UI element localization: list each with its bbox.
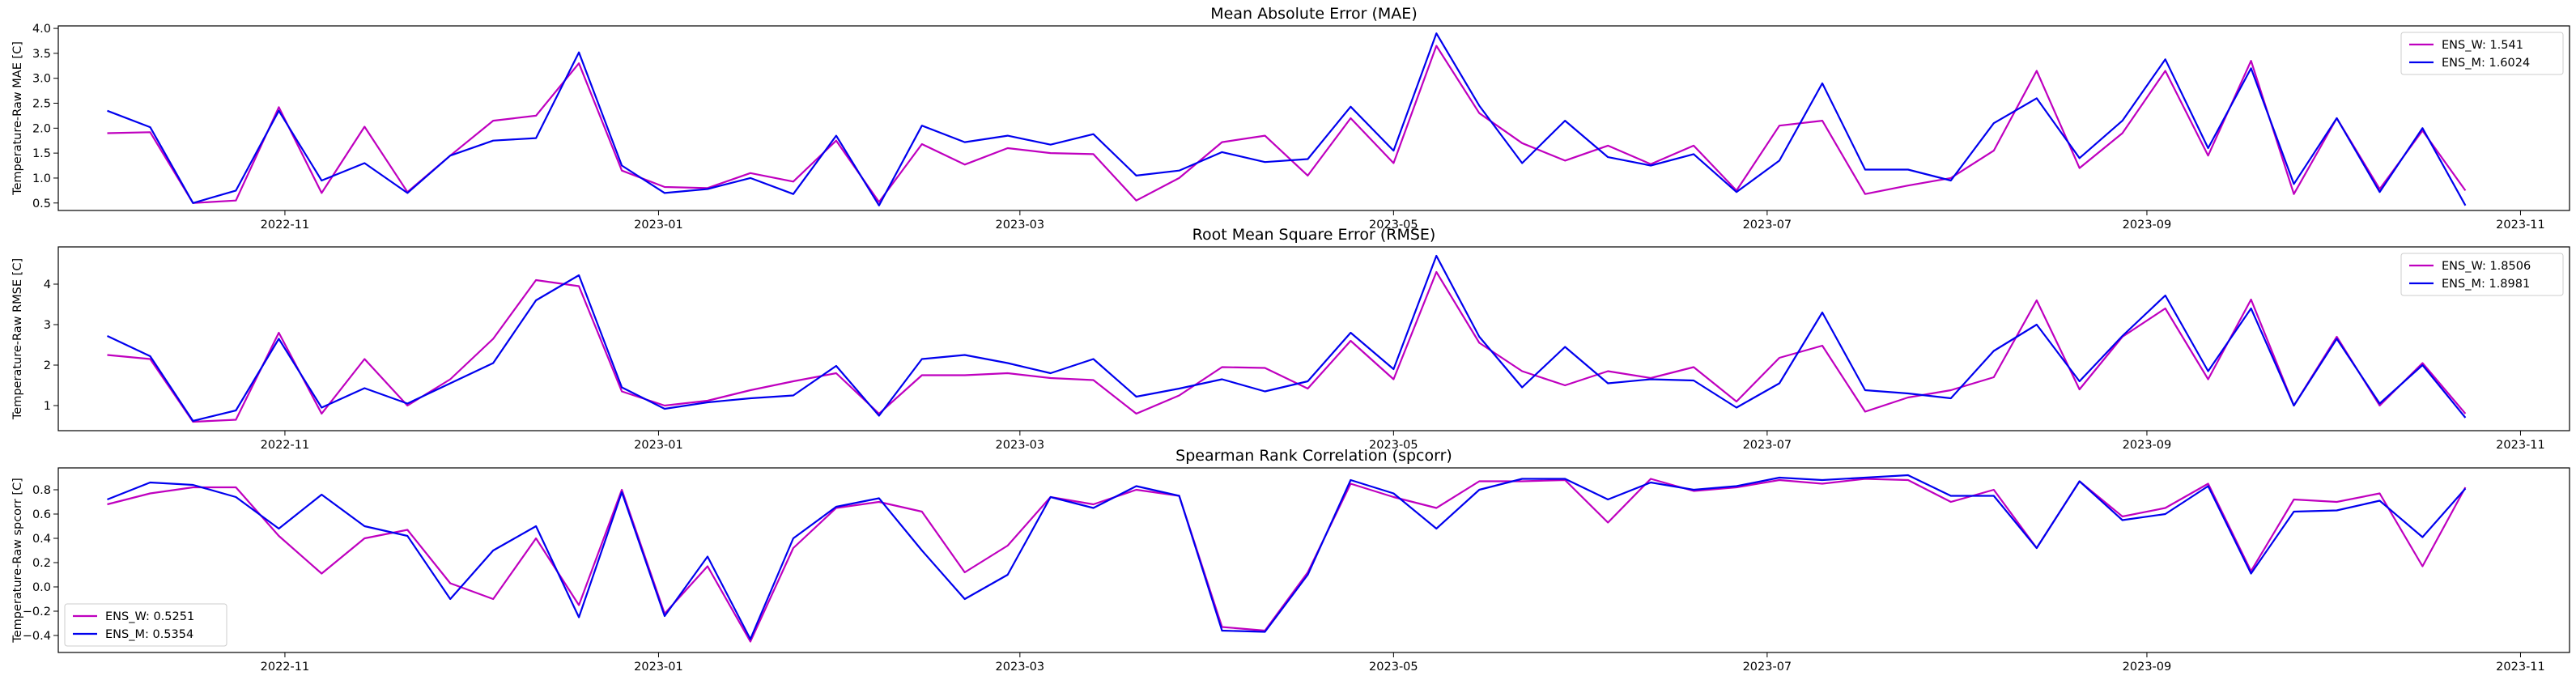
x-tick-label: 2023-11 <box>2496 219 2545 232</box>
x-tick-label: 2023-01 <box>634 439 683 452</box>
x-tick-label: 2023-03 <box>996 439 1045 452</box>
y-tick-label: −0.2 <box>23 606 51 618</box>
legend-label: ENS_W: 1.8506 <box>2442 260 2531 273</box>
x-tick-label: 2023-05 <box>1369 219 1418 232</box>
x-tick-label: 2023-09 <box>2123 661 2172 674</box>
y-tick-label: 0.2 <box>32 557 51 570</box>
x-tick-label: 2022-11 <box>261 661 310 674</box>
legend-box <box>2400 32 2564 75</box>
y-tick-label: 4 <box>44 278 51 291</box>
plot-frame <box>57 25 2570 211</box>
y-tick-label: 0.5 <box>32 198 51 210</box>
legend: ENS_W: 1.541 ENS_M: 1.6024 <box>2400 32 2564 75</box>
chart-panel-1: Mean Absolute Error (MAE) Temperature-Raw… <box>11 5 2570 232</box>
legend-label: ENS_W: 0.5251 <box>105 610 194 623</box>
x-tick-label: 2023-01 <box>634 219 683 232</box>
legend-label: ENS_M: 1.8981 <box>2442 278 2530 291</box>
x-tick-label: 2023-05 <box>1369 439 1418 452</box>
x-tick-label: 2023-07 <box>1743 219 1792 232</box>
y-tick-label: 2.5 <box>32 98 51 111</box>
legend: ENS_W: 0.5251 ENS_M: 0.5354 <box>64 603 227 647</box>
y-tick-label: 3.5 <box>32 48 51 61</box>
series-line-ens-m <box>107 474 2467 640</box>
y-tick-label: 2 <box>44 359 51 372</box>
y-tick-label: 0.6 <box>32 508 51 521</box>
x-tick-label: 2022-11 <box>261 219 310 232</box>
legend-label: ENS_M: 1.6024 <box>2442 57 2530 70</box>
y-tick-label: 3.0 <box>32 73 51 86</box>
legend: ENS_W: 1.8506 ENS_M: 1.8981 <box>2400 253 2564 296</box>
y-axis-label: Temperature-Raw RMSE [C] <box>11 258 24 420</box>
chart-title: Mean Absolute Error (MAE) <box>1210 5 1417 23</box>
x-tick-label: 2023-11 <box>2496 661 2545 674</box>
plot-frame <box>57 467 2570 653</box>
x-tick-label: 2022-11 <box>261 439 310 452</box>
chart-panel-3: Spearman Rank Correlation (spcorr) Temper… <box>11 447 2570 674</box>
x-tick-label: 2023-03 <box>996 661 1045 674</box>
x-tick-label: 2023-05 <box>1369 661 1418 674</box>
y-tick-label: 0.8 <box>32 484 51 497</box>
x-tick-label: 2023-09 <box>2123 219 2172 232</box>
x-tick-label: 2023-07 <box>1743 439 1792 452</box>
y-axis-label: Temperature-Raw MAE [C] <box>11 41 24 196</box>
legend-label: ENS_M: 0.5354 <box>105 628 193 641</box>
series-line-ens-m <box>107 32 2467 206</box>
chart-title: Spearman Rank Correlation (spcorr) <box>1175 447 1452 465</box>
y-tick-label: −0.4 <box>23 630 51 643</box>
y-tick-label: 1 <box>44 400 51 413</box>
series-line-ens-w <box>107 478 2467 643</box>
y-tick-label: 1.5 <box>32 147 51 160</box>
x-tick-label: 2023-09 <box>2123 439 2172 452</box>
chart-title: Root Mean Square Error (RMSE) <box>1192 226 1436 244</box>
y-tick-label: 0.0 <box>32 581 51 594</box>
plot-frame <box>57 246 2570 431</box>
y-tick-label: 3 <box>44 319 51 332</box>
y-axis-label: Temperature-Raw spcorr [C] <box>11 478 24 644</box>
x-tick-label: 2023-03 <box>996 219 1045 232</box>
y-tick-label: 2.0 <box>32 122 51 135</box>
legend-label: ENS_W: 1.541 <box>2442 39 2523 52</box>
series-line-ens-m <box>107 254 2467 423</box>
x-tick-label: 2023-01 <box>634 661 683 674</box>
y-tick-label: 0.4 <box>32 533 51 546</box>
series-line-ens-w <box>107 270 2467 423</box>
chart-panel-2: Root Mean Square Error (RMSE) Temperature… <box>11 226 2570 452</box>
legend-box <box>2400 253 2564 296</box>
legend-box <box>64 603 227 647</box>
series-line-ens-w <box>107 45 2467 204</box>
y-tick-label: 1.0 <box>32 172 51 185</box>
y-tick-label: 4.0 <box>32 23 51 36</box>
x-tick-label: 2023-11 <box>2496 439 2545 452</box>
x-tick-label: 2023-07 <box>1743 661 1792 674</box>
